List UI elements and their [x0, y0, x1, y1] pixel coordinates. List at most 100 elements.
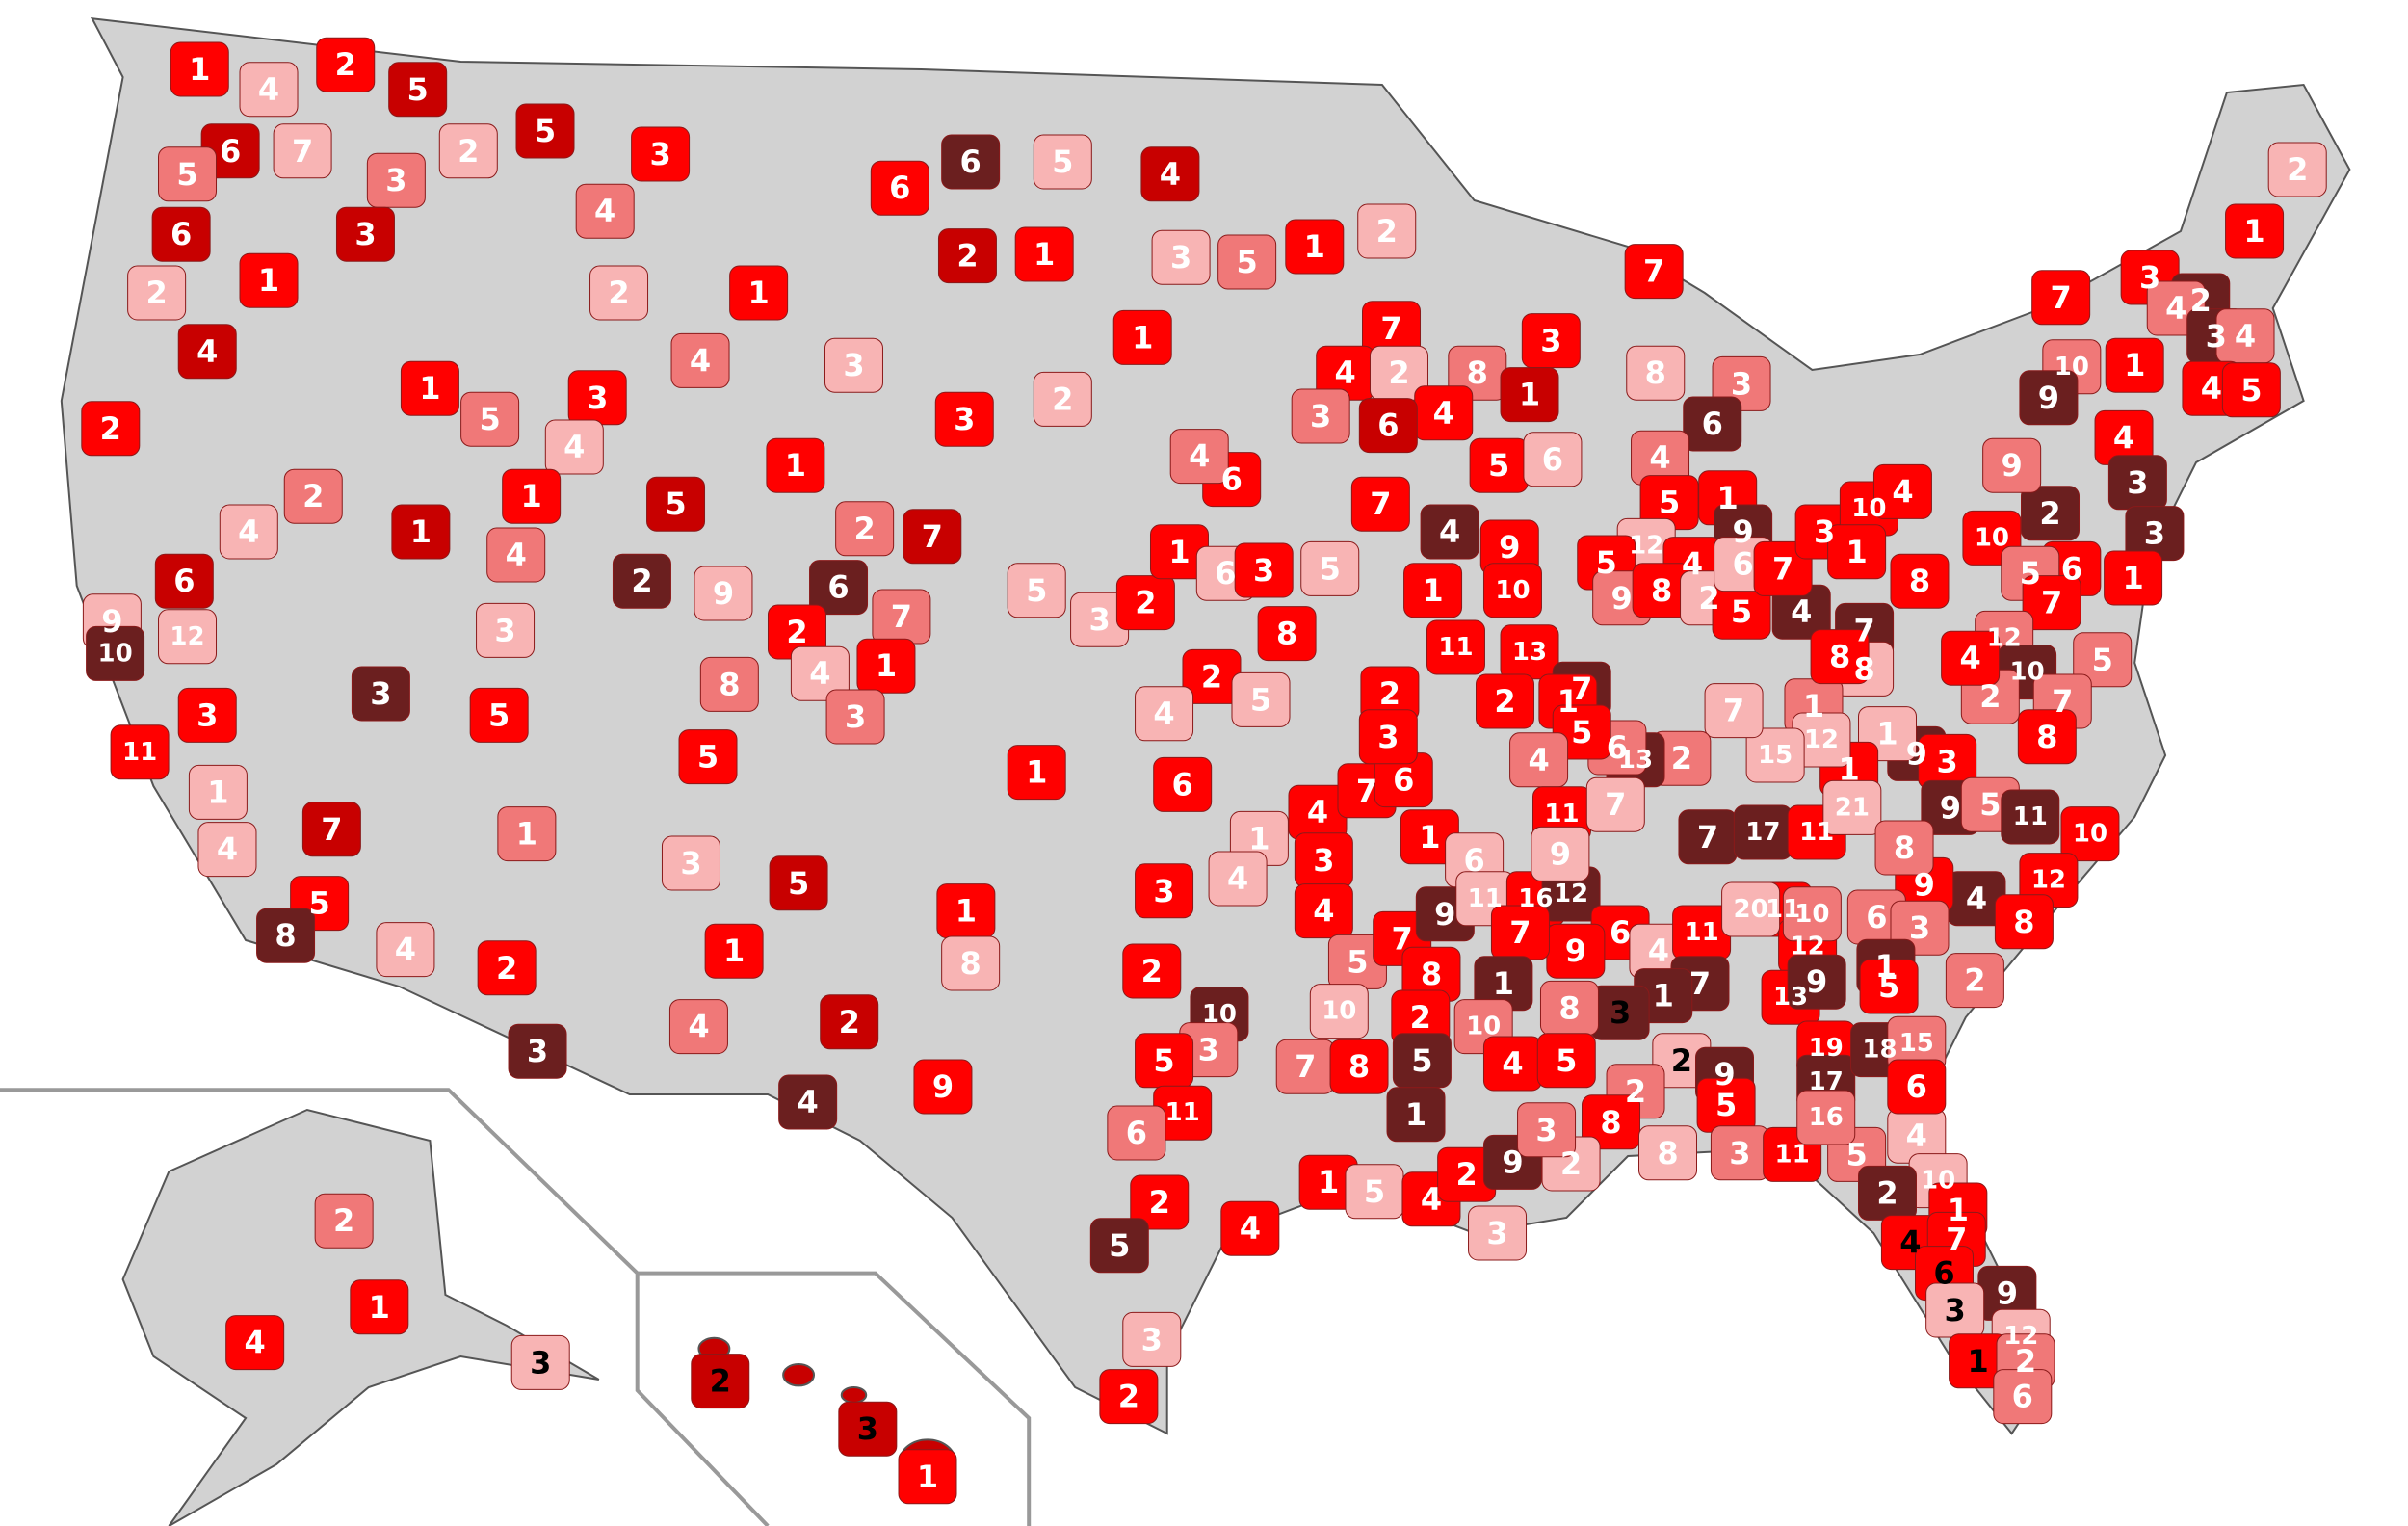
- district-label: 3: [845, 698, 866, 735]
- district: [941, 935, 1001, 991]
- district: [631, 126, 691, 182]
- district-label: 8: [2013, 904, 2034, 940]
- district: [1358, 709, 1418, 765]
- district-label: 5: [2092, 642, 2113, 678]
- district-label: 8: [1829, 639, 1850, 675]
- district-label: 11: [1544, 800, 1579, 829]
- district-label: 2: [854, 511, 876, 547]
- district: [1329, 1039, 1389, 1094]
- district: [913, 1059, 973, 1115]
- district-label: 2: [608, 275, 629, 311]
- district: [1993, 1369, 2053, 1425]
- district-label: 5: [407, 71, 429, 108]
- district-label: 1: [2124, 347, 2145, 383]
- district: [1874, 820, 1934, 876]
- district-label: 12: [1554, 880, 1588, 908]
- district-label: 3: [2144, 515, 2165, 552]
- district-label: 2: [1149, 1184, 1170, 1221]
- district-label: 13: [1512, 638, 1547, 667]
- district-label: 6: [1607, 729, 1628, 766]
- district: [1115, 575, 1175, 631]
- district-label: 1: [419, 370, 440, 407]
- district-label: 11: [1775, 1140, 1810, 1169]
- district-label: 7: [1772, 550, 1793, 587]
- district: [1033, 371, 1092, 427]
- district-label: 9: [932, 1068, 954, 1105]
- district: [239, 252, 299, 308]
- district-label: 2: [1671, 1042, 1692, 1079]
- district: [778, 1074, 838, 1130]
- district-label: 9: [1940, 789, 1961, 826]
- district-label: 10: [1851, 494, 1886, 523]
- district: [151, 206, 211, 262]
- district-label: 4: [196, 333, 218, 370]
- district-label: 9: [2038, 380, 2059, 416]
- district: [1796, 1090, 1856, 1145]
- district-label: 1: [1493, 965, 1514, 1002]
- district-label: 4: [798, 1084, 819, 1120]
- district-label: 6: [1126, 1115, 1147, 1151]
- district-label: 8: [1651, 572, 1672, 609]
- district: [1872, 463, 1932, 519]
- district-label: 2: [786, 614, 807, 650]
- district-label: 2: [1494, 683, 1515, 720]
- district-label: 1: [1717, 480, 1739, 516]
- district: [1517, 1102, 1577, 1158]
- district-label: 5: [1364, 1173, 1385, 1210]
- district-label: 6: [1702, 406, 1723, 442]
- district: [2022, 575, 2081, 631]
- district-label: 4: [1502, 1045, 1523, 1082]
- district-label: 4: [1649, 439, 1670, 476]
- district: [1531, 826, 1590, 881]
- district-label: 4: [563, 429, 585, 465]
- district-label: 9: [101, 603, 122, 640]
- district: [661, 835, 720, 891]
- district: [1231, 671, 1291, 727]
- district: [391, 504, 451, 560]
- district: [835, 501, 895, 557]
- district-label: 4: [1682, 546, 1703, 583]
- district: [1350, 476, 1410, 532]
- district-label: 9: [1806, 963, 1827, 1000]
- district-label: 8: [275, 917, 296, 954]
- district-label: 2: [1979, 678, 2001, 715]
- district-label: 1: [1168, 534, 1190, 570]
- district: [86, 625, 145, 681]
- district-label: 2: [839, 1004, 860, 1040]
- district-label: 12: [1987, 623, 2022, 652]
- district: [820, 994, 879, 1050]
- district: [2019, 370, 2079, 426]
- district-label: 8: [1558, 989, 1580, 1026]
- district-label: 2: [1964, 962, 1985, 999]
- district-label: 11: [2013, 802, 2048, 831]
- district: [1585, 776, 1645, 832]
- district-label: 10: [1794, 900, 1829, 929]
- district: [438, 123, 498, 179]
- district-label: 5: [1715, 1087, 1737, 1123]
- district: [1014, 226, 1074, 282]
- district-label: 3: [494, 612, 515, 648]
- district-label: 6: [1172, 766, 1193, 802]
- district-label: 3: [1170, 239, 1191, 276]
- district-label: 3: [354, 216, 376, 252]
- district-label: 5: [1109, 1227, 1130, 1264]
- district: [790, 645, 850, 701]
- district-label: 3: [587, 380, 608, 416]
- district-label: 4: [2165, 290, 2186, 327]
- district-label: 3: [1731, 365, 1752, 402]
- district-label: 7: [2051, 279, 2072, 316]
- district-label: 5: [2020, 555, 2041, 592]
- district-label: 7: [1392, 920, 1413, 957]
- district-label: 4: [2235, 318, 2256, 355]
- district: [2060, 806, 2120, 862]
- district-label: 6: [1221, 461, 1243, 498]
- district-label: 12: [170, 622, 204, 651]
- district-label: 1: [1034, 236, 1055, 273]
- district-label: 6: [1377, 408, 1399, 444]
- district-label: 3: [1610, 994, 1631, 1031]
- hawaii-island: [782, 1363, 816, 1387]
- district-label: 4: [1421, 1181, 1442, 1218]
- district-label: 5: [308, 885, 329, 922]
- district-label: 4: [395, 932, 416, 968]
- district: [314, 1193, 374, 1249]
